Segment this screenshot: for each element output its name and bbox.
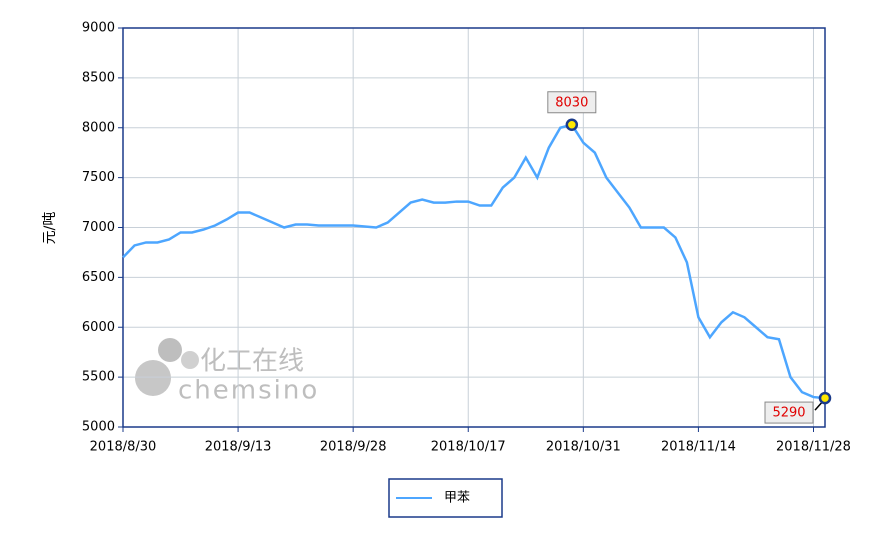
watermark-logo	[181, 351, 199, 369]
line-series	[122, 123, 826, 400]
watermark-en: chemsino	[178, 376, 319, 406]
y-tick-label: 8000	[82, 120, 115, 135]
x-tick-label: 2018/9/13	[205, 440, 272, 455]
y-tick-label: 9000	[82, 21, 115, 36]
x-tick-label: 2018/10/17	[431, 440, 506, 455]
data-label-box	[547, 91, 597, 114]
plot-border	[122, 27, 826, 428]
watermark: 化工在线 chemsino	[135, 338, 319, 406]
x-tick-label: 2018/8/30	[90, 440, 157, 455]
data-label: 8030	[555, 95, 588, 110]
data-label: 5290	[772, 406, 805, 421]
watermark-logo	[158, 338, 182, 362]
legend-label: 甲苯	[444, 491, 470, 506]
y-tick-label: 7000	[82, 220, 115, 235]
watermark-logo	[135, 360, 171, 396]
y-tick-label: 6000	[82, 320, 115, 335]
plot: 5000 5500 6000 6500 7000 7500 8000 8500 9000 2018…	[82, 21, 851, 455]
data-label-box	[764, 401, 814, 424]
y-tick-label: 7500	[82, 170, 115, 185]
y-axis-label: 元/吨	[42, 212, 58, 245]
y-tick-label: 5500	[82, 370, 115, 385]
y-tick-label: 6500	[82, 270, 115, 285]
x-tick-label: 2018/11/14	[661, 440, 736, 455]
point-marker	[818, 391, 832, 405]
watermark-cn: 化工在线	[200, 347, 304, 377]
point-marker	[565, 118, 579, 132]
x-tick-label: 2018/10/31	[546, 440, 621, 455]
y-tick-label: 8500	[82, 70, 115, 85]
y-tick-label: 5000	[82, 420, 115, 435]
x-tick-label: 2018/9/28	[320, 440, 387, 455]
x-tick-label: 2018/11/28	[776, 440, 851, 455]
